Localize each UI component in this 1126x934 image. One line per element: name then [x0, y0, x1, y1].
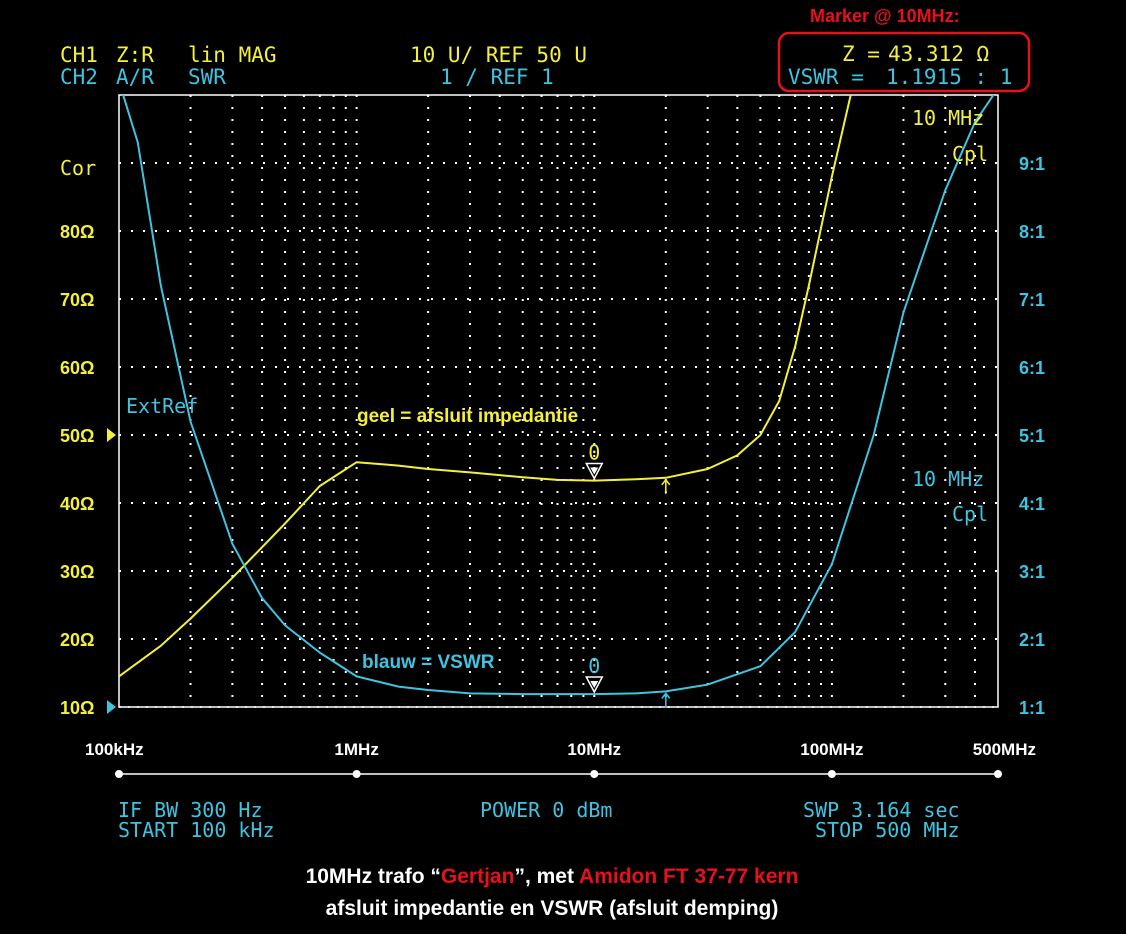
- sweep-time: SWP 3.164 sec: [803, 798, 960, 822]
- extref-label: ExtRef: [126, 394, 198, 418]
- marker-z-label: Z =: [842, 42, 880, 66]
- x-axis-ticks: 100kHz 1MHz 10MHz 100MHz 500MHz: [85, 740, 1036, 759]
- left-tick-label: 30Ω: [60, 562, 94, 582]
- marker-triangle: [585, 462, 604, 481]
- x-axis-dot: [352, 770, 361, 778]
- caption-line-1: 10MHz trafo “Gertjan”, met Amidon FT 37-…: [306, 865, 799, 888]
- x-tick-label: 10MHz: [567, 740, 621, 759]
- footer: IF BW 300 Hz START 100 kHz POWER 0 dBm S…: [118, 798, 960, 842]
- annotations: Cor ExtRef geel = afsluit impedantie bla…: [60, 106, 988, 673]
- caption-part-c: ”, met: [514, 865, 579, 888]
- marker-title: Marker @ 10MHz:: [810, 6, 960, 26]
- x-axis-dot: [115, 770, 123, 778]
- right-tick-label: 5:1: [1019, 426, 1045, 446]
- ch1-format: Z:R: [116, 43, 154, 67]
- ref-arrow-ch1: [107, 428, 116, 442]
- caption-part-a: 10MHz trafo “: [306, 865, 441, 888]
- caption-part-d: Amidon FT 37-77 kern: [579, 865, 798, 888]
- left-tick-label: 70Ω: [60, 290, 94, 310]
- left-axis-ticks: 10Ω 20Ω 30Ω 40Ω 50Ω 60Ω 70Ω 80Ω: [60, 222, 94, 718]
- caption-part-b: Gertjan: [441, 865, 515, 888]
- marker-triangle-inner: [590, 680, 599, 688]
- right-tick-label: 9:1: [1019, 154, 1045, 174]
- marker-z-value: 43.312 Ω: [888, 42, 989, 66]
- x-tick-label: 1MHz: [334, 740, 378, 759]
- left-tick-label: 40Ω: [60, 494, 94, 514]
- right-tick-label: 7:1: [1019, 290, 1045, 310]
- marker-readout: Marker @ 10MHz: Z = 43.312 Ω VSWR = 1.19…: [777, 6, 1031, 93]
- x-tick-label: 100kHz: [85, 740, 144, 759]
- marker-number: 0: [588, 440, 600, 464]
- x-tick-label: 500MHz: [973, 740, 1036, 759]
- left-tick-label: 80Ω: [60, 222, 94, 242]
- right-tick-label: 1:1: [1019, 698, 1045, 718]
- start-freq: START 100 kHz: [118, 818, 275, 842]
- markers: 00: [585, 440, 671, 708]
- cpl-ch1: Cpl: [952, 142, 988, 166]
- marker-vswr-value: 1.1915 : 1: [886, 65, 1012, 89]
- marker-triangle-inner: [590, 467, 599, 475]
- cor-label: Cor: [60, 156, 96, 180]
- marker-vswr-label: VSWR =: [788, 65, 864, 89]
- cpl-freq-ch2: 10 MHz: [912, 467, 984, 491]
- ch1-scale: 10 U/ REF 50 U: [410, 43, 587, 67]
- aux-marker-head: [661, 478, 671, 486]
- marker-triangle: [585, 676, 604, 694]
- x-axis-dot: [827, 770, 836, 778]
- header-ch2: CH2 A/R SWR 1 / REF 1: [60, 65, 554, 89]
- ch2-scale: 1 / REF 1: [440, 65, 554, 89]
- right-tick-label: 3:1: [1019, 562, 1045, 582]
- left-tick-label: 20Ω: [60, 630, 94, 650]
- right-tick-label: 2:1: [1019, 630, 1045, 650]
- header: CH1 Z:R lin MAG 10 U/ REF 50 U: [60, 43, 587, 67]
- cpl-ch2: Cpl: [952, 502, 988, 526]
- vswr-trace: [122, 95, 995, 696]
- plot-frame: [118, 94, 999, 708]
- ch1-mode: lin MAG: [188, 43, 277, 67]
- ch2-format: A/R: [116, 65, 154, 89]
- right-tick-label: 6:1: [1019, 358, 1045, 378]
- geel-legend: geel = afsluit impedantie: [357, 406, 578, 427]
- aux-marker-head: [661, 692, 671, 699]
- x-axis-dot: [994, 770, 1002, 778]
- x-axis-dots: [115, 770, 1002, 778]
- power-level: POWER 0 dBm: [480, 798, 612, 822]
- ch2-mode: SWR: [188, 65, 226, 89]
- stop-freq: STOP 500 MHz: [815, 818, 960, 842]
- ref-arrow-ch2: [107, 700, 116, 714]
- left-tick-label: 50Ω: [60, 426, 94, 446]
- if-bw: IF BW 300 Hz: [118, 798, 263, 822]
- blauw-legend: blauw = VSWR: [362, 652, 495, 673]
- impedance-trace: [119, 95, 852, 678]
- caption-line-2: afsluit impedantie en VSWR (afsluit demp…: [326, 897, 779, 920]
- right-tick-label: 4:1: [1019, 494, 1045, 514]
- left-tick-label: 60Ω: [60, 358, 94, 378]
- plot-grid: [119, 95, 998, 708]
- traces: [119, 95, 995, 696]
- left-tick-label: 10Ω: [60, 698, 94, 718]
- x-axis-dot: [590, 770, 599, 778]
- marker-box: [777, 31, 1031, 93]
- x-tick-label: 100MHz: [800, 740, 863, 759]
- marker-number: 0: [588, 654, 600, 678]
- ch2-name: CH2: [60, 65, 98, 89]
- right-axis-ticks: 1:1 2:1 3:1 4:1 5:1 6:1 7:1 8:1 9:1: [1019, 154, 1045, 718]
- ch1-name: CH1: [60, 43, 98, 67]
- cpl-freq-ch1: 10 MHz: [912, 106, 984, 130]
- right-tick-label: 8:1: [1019, 222, 1045, 242]
